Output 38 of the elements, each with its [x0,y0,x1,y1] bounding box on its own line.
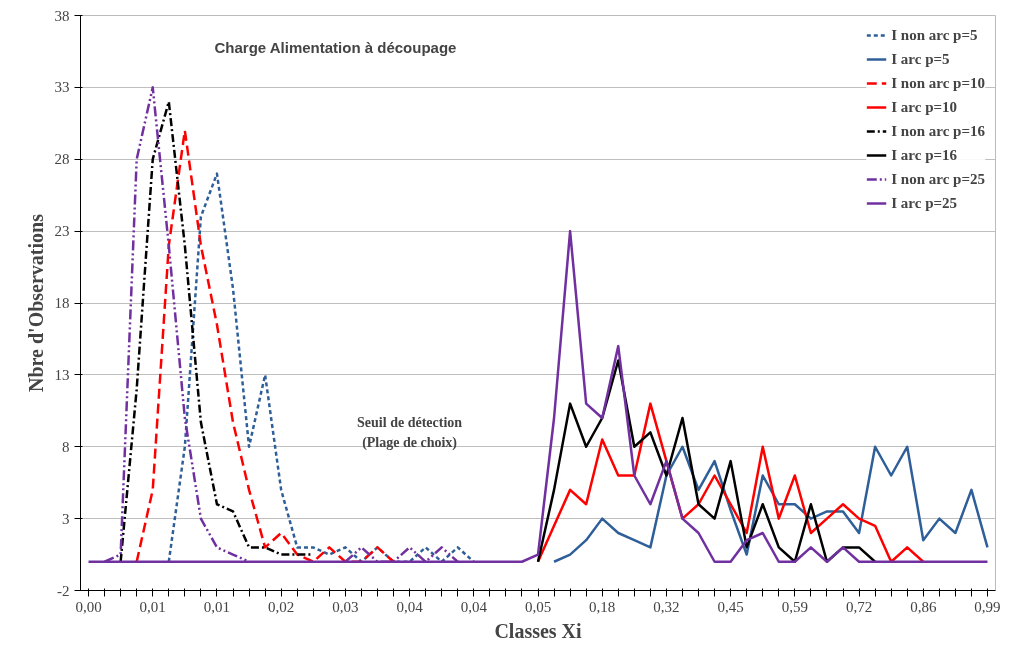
x-tick-label: 0,00 [75,598,102,615]
y-tick-label: 38 [54,7,70,24]
x-tick-label: 0,01 [203,598,231,615]
x-tick-label: 0,45 [717,598,744,615]
y-tick-label: 3 [62,510,70,527]
x-tick-label: 0,03 [332,598,359,615]
y-tick-label: 33 [54,79,70,96]
y-tick-label: 8 [62,438,70,455]
annotation: Seuil de détection (Plage de choix) [357,415,463,451]
legend-label: I arc p=25 [891,194,958,212]
x-tick-label: 0,99 [974,598,1001,615]
line-series [167,172,476,563]
x-tick-label: 0,01 [139,598,166,615]
text: Charge Alimentation à découpage [214,38,457,56]
x-tick-label: 0,59 [781,598,808,615]
legend-label: I arc p=10 [891,98,958,116]
x-axis-title: Classes Xi [494,619,583,642]
y-tick-label: 13 [54,366,70,383]
y-tick-label: -2 [57,582,70,599]
x-tick-label: 0,02 [268,598,295,615]
x-tick-label: 0,04 [396,598,424,615]
x-tick-label: 0,04 [460,598,488,615]
line-series [552,445,989,563]
x-tick-label: 0,05 [524,598,552,615]
x-tick-label: 0,72 [845,598,873,615]
legend-label: I arc p=5 [891,50,950,68]
legend-label: I non arc p=5 [891,26,978,44]
y-tick-label: 18 [54,295,70,311]
x-tick-label: 0,86 [910,598,937,615]
legend-label: I non arc p=10 [891,74,985,92]
legend-label: I non arc p=25 [891,170,985,188]
y-tick-label: 28 [54,151,70,168]
y-axis-title: Nbre d'Observations [24,213,47,392]
x-tick-label: 0,18 [589,598,616,615]
legend-label: I non arc p=16 [891,122,985,140]
y-tick-label: 23 [54,223,70,240]
x-tick-label: 0,32 [653,598,680,615]
legend-label: I arc p=16 [891,146,958,164]
